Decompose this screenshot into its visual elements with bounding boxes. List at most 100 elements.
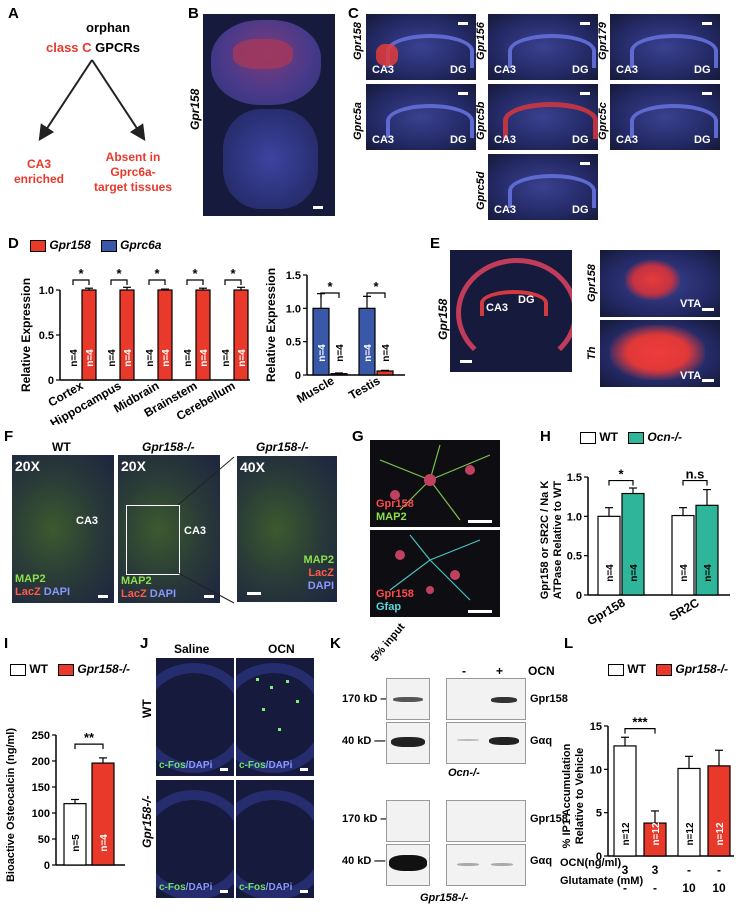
n-label: n=4 xyxy=(629,564,640,582)
significance-bracket xyxy=(366,292,386,298)
n-label: n=4 xyxy=(221,349,232,367)
y-tick-label: 0.5 xyxy=(39,330,54,342)
n-label: n=4 xyxy=(161,349,172,367)
k-blot-ip-1 xyxy=(446,678,526,720)
l-row-ocn-label: OCN(ng/ml) xyxy=(560,857,622,869)
legend-swatch-wt xyxy=(580,431,596,444)
significance-bracket xyxy=(608,479,634,486)
n-label: n=4 xyxy=(183,349,194,367)
n-label: n=4 xyxy=(199,349,210,367)
panel-label-j: J xyxy=(140,635,149,652)
k-blot-input-2 xyxy=(386,722,430,764)
y-tick-label: 0 xyxy=(44,860,50,872)
panel-label-b: B xyxy=(188,5,199,22)
c-gene-label: Gpr179 xyxy=(597,22,609,60)
k-plus: + xyxy=(496,664,504,678)
row-value: - xyxy=(717,863,721,877)
bar xyxy=(63,803,87,866)
legend-label-gpr158ko: Gpr158-/- xyxy=(77,662,131,676)
y-axis-label: Bioactive Osteocalcin (ng/ml) xyxy=(5,728,17,882)
significance-label: * xyxy=(154,266,160,281)
k-blot-input-1 xyxy=(386,678,430,720)
c-tile-gpr156: CA3 DG xyxy=(488,14,598,80)
absent-text: Absent in Gprc6a-target tissues xyxy=(93,150,173,194)
row-value: - xyxy=(687,863,691,877)
y-axis-label: Relative Expression xyxy=(19,278,33,392)
y-axis-label: Relative Expression xyxy=(264,268,278,382)
chart-h: Gpr158 or SR2C / Na K ATPase Relative to … xyxy=(539,467,730,628)
significance-label: * xyxy=(192,266,198,281)
e-right-gene: Th xyxy=(586,346,598,360)
sagittal-section-image xyxy=(203,14,335,216)
significance-label: * xyxy=(373,279,379,294)
e-right-gene: Gpr158 xyxy=(586,264,598,302)
f-title-wt: WT xyxy=(52,440,71,454)
bar xyxy=(695,504,719,596)
c-tile-gpr179: CA3 DG xyxy=(610,14,720,80)
y-axis-label: Gpr158 or SR2C / Na K xyxy=(539,481,551,600)
significance-bracket xyxy=(110,279,128,285)
n-label: n=4 xyxy=(145,349,156,367)
n-label: n=12 xyxy=(621,822,632,846)
y-tick-label: 0.5 xyxy=(286,337,301,349)
i-legend: WT Gpr158-/- xyxy=(10,662,130,676)
c-tile-gprc5d: CA3 DG xyxy=(488,154,598,220)
chart-d-right: Relative Expression 00.51.01.5n=4 n=4*Musc… xyxy=(264,268,405,406)
significance-label: *** xyxy=(632,715,648,730)
y-tick-label: 0 xyxy=(295,370,301,382)
significance-bracket xyxy=(320,292,340,298)
f-tile-wt: 20X CA3 MAP2 LacZ DAPI xyxy=(12,455,114,603)
j-row-wt: WT xyxy=(140,699,154,718)
legend-label-wt: WT xyxy=(627,662,646,676)
k-blot-ip-2 xyxy=(446,722,526,764)
k-input-label: 5% input xyxy=(368,621,408,664)
k-protein-3: Gpr158 xyxy=(530,813,568,825)
y-tick-label: 1.0 xyxy=(567,511,582,523)
legend-label-wt: WT xyxy=(29,662,48,676)
x-tick-label: SR2C xyxy=(667,595,702,623)
panel-label-e: E xyxy=(430,235,441,252)
y-tick-label: 15 xyxy=(590,721,602,733)
k-mw-3: 170 kD — xyxy=(342,813,392,825)
k-protein-2: Gαq xyxy=(530,735,553,747)
legend-label-gpr158ko: Gpr158-/- xyxy=(675,662,729,676)
k-genotype-2: Gpr158-/- xyxy=(420,892,469,904)
n-label: n=4 xyxy=(237,349,248,367)
legend-label-gprc6a: Gprc6a xyxy=(120,238,162,252)
panel-label-d: D xyxy=(8,235,19,252)
j-ko-ocn: c-Fos/DAPi xyxy=(236,780,314,898)
h-legend: WT Ocn-/- xyxy=(580,430,682,444)
n-label: n=4 xyxy=(679,564,690,582)
y-tick-label: 0 xyxy=(596,851,602,863)
legend-swatch-wt xyxy=(608,663,624,676)
row-value: - xyxy=(653,881,657,895)
row-value: 3 xyxy=(622,863,629,877)
significance-label: ** xyxy=(84,730,95,745)
f-title-ko: Gpr158-/- xyxy=(142,440,195,454)
legend-swatch-ocn xyxy=(628,431,645,444)
legend-swatch-gpr158 xyxy=(30,239,46,252)
bar xyxy=(91,762,115,866)
d-legend: Gpr158 Gprc6a xyxy=(30,238,161,252)
k-minus: - xyxy=(462,664,466,678)
panel-label-c: C xyxy=(348,5,359,22)
bar xyxy=(613,745,637,857)
k-mw-1: 170 kD — xyxy=(342,693,392,705)
n-label: n=4 xyxy=(363,344,374,362)
bar xyxy=(671,514,695,596)
significance-bracket xyxy=(72,279,90,285)
significance-bracket xyxy=(74,743,104,750)
k-protein-1: Gpr158 xyxy=(530,693,568,705)
n-label: n=4 xyxy=(69,349,80,367)
k-genotype-1: Ocn-/- xyxy=(448,767,480,779)
y-tick-label: 0 xyxy=(576,590,582,602)
y-tick-label: 100 xyxy=(32,808,50,820)
legend-swatch-gpr158ko xyxy=(58,663,75,676)
e-gene-label: Gpr158 xyxy=(436,298,450,340)
bar xyxy=(312,307,330,376)
panel-label-g: G xyxy=(352,428,364,445)
chart-i: Bioactive Osteocalcin (ng/ml) 0 50 100 150 20… xyxy=(5,728,125,882)
row-value: 3 xyxy=(652,863,659,877)
k-protein-4: Gαq xyxy=(530,855,553,867)
legend-swatch-gpr158ko xyxy=(656,663,673,676)
